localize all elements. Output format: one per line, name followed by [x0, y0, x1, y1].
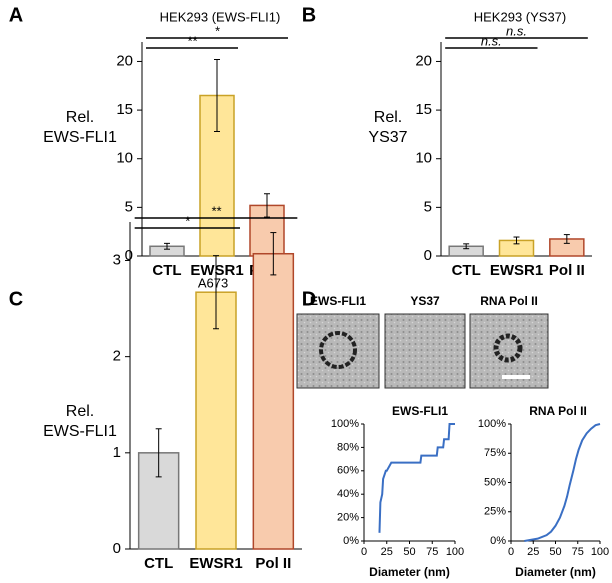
- y-tick-label: 15: [116, 101, 133, 118]
- y-tick-label: 3: [113, 251, 121, 268]
- y-tick-label: 100%: [331, 418, 359, 430]
- y-axis-label: Rel.: [66, 403, 94, 420]
- x-tick-label: CTL: [152, 262, 181, 279]
- chart-title: A673: [198, 275, 228, 290]
- y-axis-label: YS37: [368, 129, 407, 146]
- x-tick-label: 0: [361, 546, 367, 558]
- y-tick-label: 0: [125, 247, 133, 264]
- y-tick-label: 5: [125, 198, 133, 215]
- x-axis-label: Diameter (nm): [369, 565, 450, 579]
- x-tick-label: CTL: [144, 555, 173, 572]
- x-tick-label: EWSR1: [490, 262, 543, 279]
- significance-label: *: [185, 213, 191, 228]
- x-tick-label: EWSR1: [189, 555, 242, 572]
- y-axis-label: Rel.: [374, 109, 402, 126]
- y-tick-label: 5: [424, 198, 432, 215]
- line: [524, 423, 601, 542]
- x-tick-label: CTL: [452, 262, 481, 279]
- chart-title: HEK293 (EWS-FLI1): [160, 9, 281, 24]
- y-tick-label: 60%: [337, 465, 359, 477]
- x-tick-label: 0: [508, 546, 514, 558]
- y-tick-label: 0: [113, 540, 121, 557]
- x-tick-label: 100: [446, 546, 464, 558]
- y-tick-label: 0: [424, 247, 432, 264]
- y-tick-label: 1: [113, 444, 121, 461]
- y-tick-label: 20: [415, 52, 432, 69]
- particle: [319, 331, 357, 369]
- panel-letter: B: [302, 4, 316, 26]
- y-tick-label: 20: [116, 52, 133, 69]
- significance-label: n.s.: [481, 33, 502, 48]
- y-tick-label: 50%: [484, 476, 506, 488]
- y-tick-label: 80%: [337, 441, 359, 453]
- x-tick-label: Pol II: [549, 262, 585, 279]
- micrograph: [296, 313, 380, 389]
- y-tick-label: 25%: [484, 506, 506, 518]
- error-bar: [563, 234, 570, 244]
- bar: [252, 252, 295, 550]
- error-bar: [513, 236, 520, 245]
- error-bar: [213, 255, 219, 330]
- particle: [493, 333, 523, 363]
- x-axis-label: Diameter (nm): [515, 565, 596, 579]
- y-tick-label: 40%: [337, 488, 359, 500]
- y-tick-label: 10: [116, 150, 133, 167]
- x-tick-label: 50: [403, 546, 415, 558]
- panel-letter: A: [9, 4, 23, 26]
- significance-label: **: [211, 203, 222, 218]
- chart-title: RNA Pol II: [529, 404, 587, 418]
- x-tick-label: Pol II: [255, 555, 291, 572]
- y-axis-label: EWS-FLI1: [43, 129, 117, 146]
- y-tick-label: 100%: [478, 418, 506, 430]
- x-tick-label: 75: [572, 546, 584, 558]
- micrograph-label: YS37: [410, 294, 440, 308]
- error-bar: [264, 193, 270, 218]
- y-tick-label: 75%: [484, 447, 506, 459]
- error-bar: [463, 243, 470, 250]
- y-axis-label: Rel.: [66, 109, 94, 126]
- micrograph-label: RNA Pol II: [480, 294, 538, 308]
- y-tick-label: 15: [415, 101, 432, 118]
- x-tick-label: EWSR1: [190, 262, 243, 279]
- y-tick-label: 2: [113, 348, 121, 365]
- micrograph-label: EWS-FLI1: [310, 294, 366, 308]
- bar: [195, 291, 237, 550]
- x-tick-label: 25: [527, 546, 539, 558]
- y-tick-label: 0%: [490, 535, 506, 547]
- x-tick-label: 100: [591, 546, 609, 558]
- y-tick-label: 10: [415, 150, 432, 167]
- significance-label: n.s.: [506, 23, 527, 38]
- line: [378, 423, 455, 533]
- error-bar: [164, 242, 170, 250]
- panel-letter: D: [302, 288, 316, 310]
- chart-title: EWS-FLI1: [392, 404, 448, 418]
- y-tick-label: 0%: [343, 535, 359, 547]
- x-tick-label: 25: [381, 546, 393, 558]
- error-bar: [214, 59, 220, 132]
- x-tick-label: 50: [549, 546, 561, 558]
- significance-label: **: [187, 33, 198, 48]
- y-tick-label: 20%: [337, 512, 359, 524]
- significance-label: *: [214, 23, 220, 38]
- panel-letter: C: [9, 288, 23, 310]
- x-tick-label: 75: [426, 546, 438, 558]
- y-axis-label: EWS-FLI1: [43, 423, 117, 440]
- micrograph: [384, 313, 466, 389]
- error-bar: [270, 232, 277, 276]
- chart-title: HEK293 (YS37): [474, 9, 567, 24]
- error-bar: [155, 428, 162, 478]
